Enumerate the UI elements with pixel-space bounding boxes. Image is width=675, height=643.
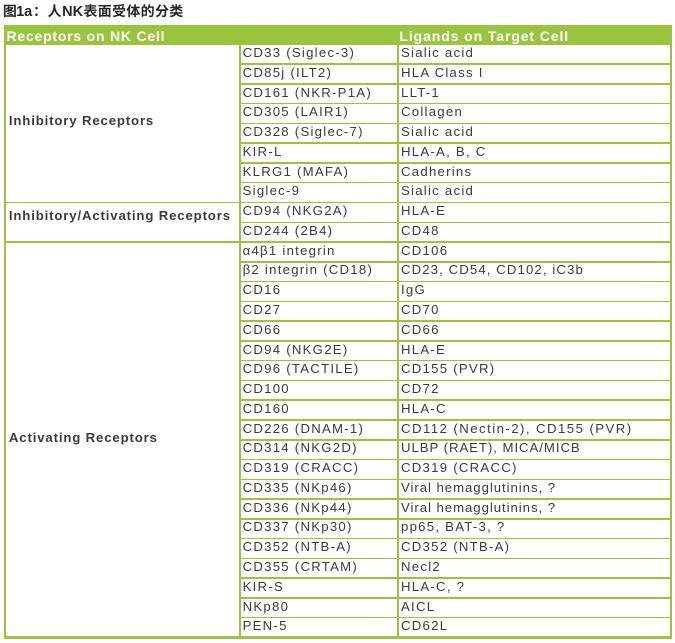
svg-text:1a: 1a [16,4,33,20]
svg-text:NK: NK [62,4,83,20]
